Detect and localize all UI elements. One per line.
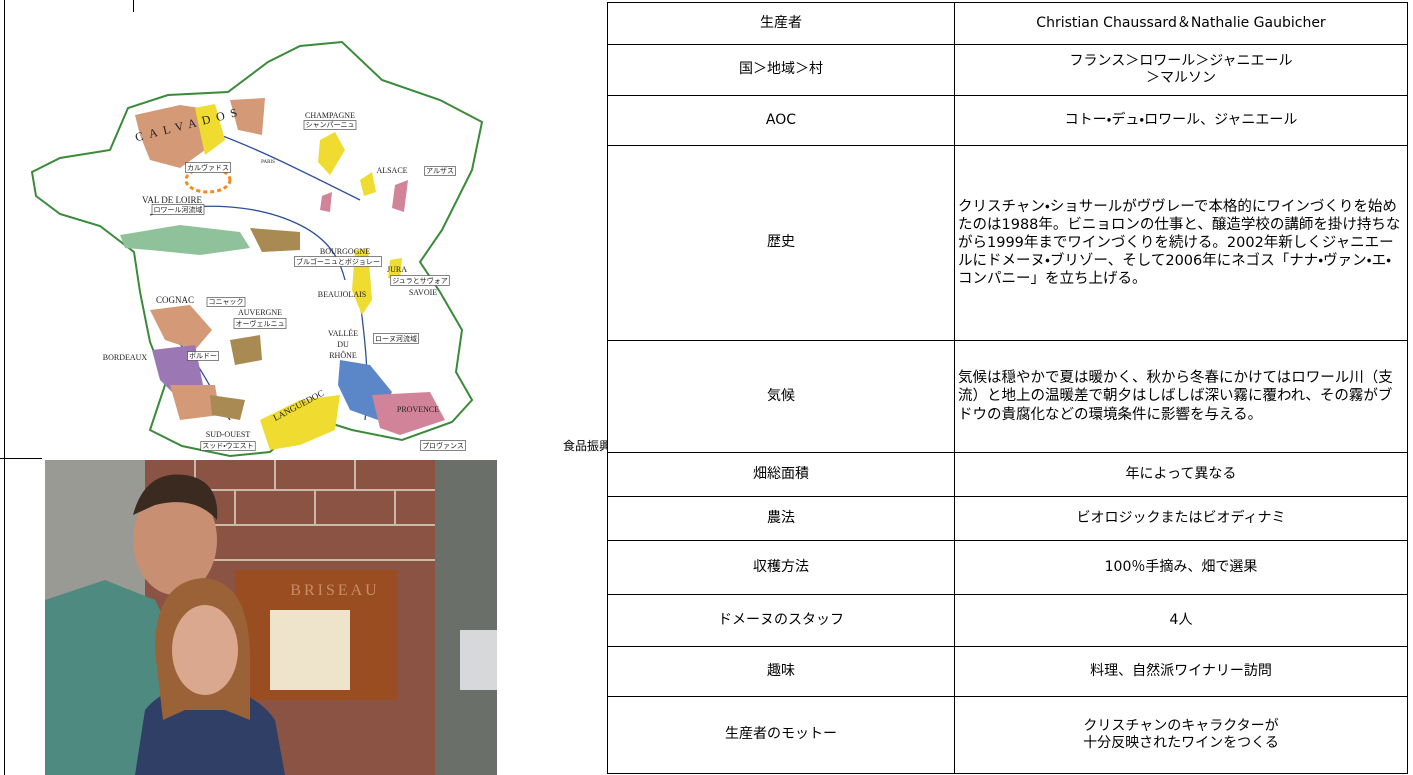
row-value: 料理、自然派ワイナリー訪問 xyxy=(954,646,1408,697)
label-box xyxy=(420,440,466,451)
map-label: ジュラとサヴォア xyxy=(392,276,448,285)
map-label: アルザス xyxy=(426,167,454,175)
table-row: 生産者のモットー クリスチャンのキャラクターが 十分反映されたワインをつくる xyxy=(607,696,1408,774)
map-label: AUVERGNE xyxy=(238,308,282,317)
label-box xyxy=(373,333,419,344)
row-label: 国＞地域＞村 xyxy=(607,44,955,96)
row-value: 気候は穏やかで夏は暖かく、秋から冬春にかけてはロワール川（支流）と地上の温暖差で… xyxy=(954,340,1408,453)
label-box xyxy=(151,204,205,215)
row-label: 畑総面積 xyxy=(607,452,955,497)
table-row: 畑総面積 年によって異なる xyxy=(607,452,1408,497)
sign-text: BRISEAU xyxy=(290,582,379,599)
left-border xyxy=(4,0,5,775)
man-hair xyxy=(133,474,218,520)
table-row: 農法 ビオロジックまたはビオディナミ xyxy=(607,496,1408,541)
row-label: ドメーヌのスタッフ xyxy=(607,594,955,647)
label-box xyxy=(303,120,357,130)
map-label: ロワール河流域 xyxy=(154,205,203,214)
map-label: COGNAC xyxy=(156,295,194,305)
van xyxy=(460,630,497,690)
row-value: Christian Chaussard＆Nathalie Gaubicher xyxy=(954,2,1408,45)
row-label: 気候 xyxy=(607,340,955,453)
france-map: CALVADOSカルヴァドスCHAMPAGNEシャンパーニュPARISALSAC… xyxy=(30,40,607,458)
label-box xyxy=(187,351,219,361)
map-label: ALSACE xyxy=(376,166,407,175)
label-box xyxy=(185,162,231,173)
map-label: JURA xyxy=(387,265,407,274)
sign-tile xyxy=(270,610,350,690)
map-label: ブルゴーニュとボジョレー xyxy=(296,257,380,266)
info-body: 生産者 Christian Chaussard＆Nathalie Gaubiche… xyxy=(607,2,1408,774)
row-value: ビオロジックまたはビオディナミ xyxy=(954,496,1408,541)
top-divider xyxy=(133,0,134,12)
map-label: VAL DE LOIRE xyxy=(142,195,202,205)
table-row: 歴史 クリスチャン・ショサールがヴヴレーで本格的にワインづくりを始めたのは1988… xyxy=(607,145,1408,341)
map-label: DU xyxy=(337,340,349,349)
row-value: フランス＞ロワール＞ジャニエール ＞マルソン xyxy=(954,44,1408,96)
map-label: PROVENCE xyxy=(397,405,439,414)
label-box xyxy=(424,166,456,176)
wine-regions xyxy=(120,98,445,450)
label-box xyxy=(200,441,256,451)
label-box xyxy=(390,275,450,286)
map-label: SUD-OUEST xyxy=(206,430,251,439)
row-label: 生産者 xyxy=(607,2,955,45)
man-face xyxy=(133,485,217,595)
table-row: AOC コトー・デュ・ロワール、ジャニエール xyxy=(607,95,1408,146)
map-label: VALLÉE xyxy=(328,328,358,338)
row-label: 生産者のモットー xyxy=(607,696,955,774)
table-row: 気候 気候は穏やかで夏は暖かく、秋から冬春にかけてはロワール川（支流）と地上の温暖… xyxy=(607,340,1408,453)
info-table: 生産者 Christian Chaussard＆Nathalie Gaubiche… xyxy=(607,2,1408,774)
table-row: 生産者 Christian Chaussard＆Nathalie Gaubiche… xyxy=(607,2,1408,45)
row-label: 収穫方法 xyxy=(607,540,955,595)
table-row: 趣味 料理、自然派ワイナリー訪問 xyxy=(607,646,1408,697)
map-label: シャンパーニュ xyxy=(306,121,355,129)
map-label: PARIS xyxy=(261,160,275,165)
label-box xyxy=(294,256,382,267)
map-label: SAVOIE xyxy=(409,288,437,297)
map-label: オーヴェルニュ xyxy=(236,319,285,328)
table-row: ドメーヌのスタッフ 4人 xyxy=(607,594,1408,647)
row-value: クリスチャンのキャラクターが 十分反映されたワインをつくる xyxy=(954,696,1408,774)
map-label: コニャック xyxy=(209,298,244,306)
map-credit: 食品振興会 xyxy=(563,439,607,453)
woman-face xyxy=(172,605,238,695)
mid-divider xyxy=(0,458,42,459)
label-box xyxy=(206,297,246,307)
label-box xyxy=(233,318,287,329)
map-label: ローヌ河流域 xyxy=(375,334,417,343)
row-value: 年によって異なる xyxy=(954,452,1408,497)
map-label: スッド・ウエスト xyxy=(202,442,253,450)
row-label: 歴史 xyxy=(607,145,955,341)
table-row: 収穫方法 100％手摘み、畑で選果 xyxy=(607,540,1408,595)
map-label: RHÔNE xyxy=(329,350,357,360)
producer-photo: BRISEAU xyxy=(45,460,497,775)
table-row: 国＞地域＞村 フランス＞ロワール＞ジャニエール ＞マルソン xyxy=(607,44,1408,96)
map-label: カルヴァドス xyxy=(187,163,229,172)
row-value: クリスチャン・ショサールがヴヴレーで本格的にワインづくりを始めたのは1988年。… xyxy=(954,145,1408,341)
map-label: CHAMPAGNE xyxy=(305,111,355,120)
map-label: プロヴァンス xyxy=(422,441,464,450)
map-label: BEAUJOLAIS xyxy=(318,290,366,299)
background-right xyxy=(435,460,497,775)
row-label: 趣味 xyxy=(607,646,955,697)
row-label: 農法 xyxy=(607,496,955,541)
map-label: BOURGOGNE xyxy=(320,247,370,256)
row-value: 4人 xyxy=(954,594,1408,647)
map-label: ボルドー xyxy=(189,352,217,360)
river xyxy=(149,134,368,421)
row-value: コトー・デュ・ロワール、ジャニエール xyxy=(954,95,1408,146)
row-value: 100％手摘み、畑で選果 xyxy=(954,540,1408,595)
map-label: BORDEAUX xyxy=(103,353,148,362)
row-label: AOC xyxy=(607,95,955,146)
